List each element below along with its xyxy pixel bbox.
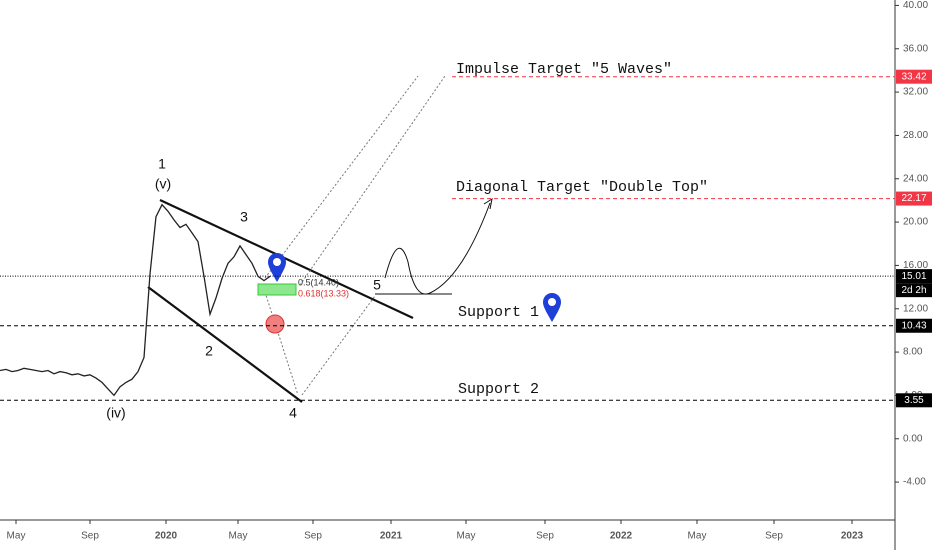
y-tick-label: 12.00 xyxy=(903,303,928,314)
y-tick-label: 20.00 xyxy=(903,217,928,228)
x-tick-label: Sep xyxy=(765,531,783,542)
x-tick-label: 2020 xyxy=(155,531,178,542)
wave-label: (v) xyxy=(155,176,171,192)
countdown-tag xyxy=(896,283,932,298)
annotation: Impulse Target "5 Waves" xyxy=(456,61,672,78)
x-tick-label: Sep xyxy=(536,531,554,542)
x-tick-label: Sep xyxy=(81,531,99,542)
marker-dot xyxy=(548,298,556,306)
y-tick-label: 32.00 xyxy=(903,87,928,98)
map-marker xyxy=(268,253,286,282)
fib-label: 0.618(13.33) xyxy=(298,288,349,298)
x-tick-label: 2022 xyxy=(610,531,633,542)
price-tag-label: 15.01 xyxy=(901,271,926,282)
annotation: Support 1 xyxy=(458,304,539,321)
y-tick-label: 24.00 xyxy=(903,173,928,184)
drawings xyxy=(147,75,561,403)
wave-label: 3 xyxy=(240,209,248,225)
annotation: Support 2 xyxy=(458,381,539,398)
price-tag xyxy=(896,191,932,206)
price-tag-label: 22.17 xyxy=(901,193,926,204)
countdown-label: 2d 2h xyxy=(901,285,926,296)
target-circle xyxy=(265,314,285,334)
wave-label: 5 xyxy=(373,277,381,293)
lower-trendline xyxy=(147,286,303,403)
y-tick-label: 16.00 xyxy=(903,260,928,271)
x-tick-label: May xyxy=(229,531,248,542)
projection-line xyxy=(301,295,376,396)
price-tag-label: 10.43 xyxy=(901,320,926,331)
wave-label: 1 xyxy=(158,156,166,172)
price-tag xyxy=(896,318,932,333)
fib-zone xyxy=(257,283,297,296)
annotation: Diagonal Target "Double Top" xyxy=(456,179,708,196)
x-tick-label: May xyxy=(7,531,26,542)
x-tick-label: Sep xyxy=(304,531,322,542)
price-tag xyxy=(896,269,932,284)
arrow-head xyxy=(483,197,493,210)
wave-label: 4 xyxy=(289,405,297,421)
wave-label: (iv) xyxy=(106,405,125,421)
price-tag-label: 3.55 xyxy=(904,395,924,406)
y-tick-label: 28.00 xyxy=(903,130,928,141)
fib-label: 0.5(14.40) xyxy=(298,277,339,287)
x-tick-label: May xyxy=(457,531,476,542)
map-marker xyxy=(543,293,561,322)
price-tag xyxy=(896,69,932,84)
y-tick-label: 36.00 xyxy=(903,43,928,54)
y-tick-label: -4.00 xyxy=(903,477,926,488)
x-tick-label: May xyxy=(688,531,707,542)
price-line xyxy=(0,203,271,397)
price-tag xyxy=(896,393,932,408)
price-tag-label: 33.42 xyxy=(901,71,926,82)
y-tick-label: 0.00 xyxy=(903,433,923,444)
x-tick-label: 2023 xyxy=(841,531,864,542)
wave-label: 2 xyxy=(205,343,213,359)
upper-trendline xyxy=(159,199,414,319)
x-tick-label: 2021 xyxy=(380,531,403,542)
y-tick-label: 40.00 xyxy=(903,0,928,11)
marker-dot xyxy=(273,258,281,266)
y-tick-label: 8.00 xyxy=(903,347,923,358)
forecast-curve xyxy=(384,202,491,295)
